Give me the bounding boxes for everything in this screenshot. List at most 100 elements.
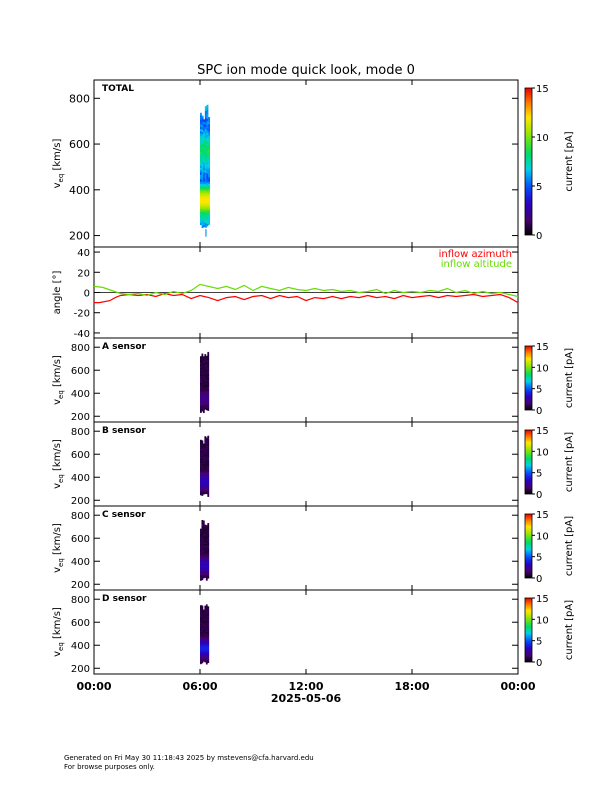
panel-a-heatmap-cell: [200, 383, 202, 386]
panel-b-heatmap-cell: [207, 446, 210, 448]
panel-c-heatmap-cell: [204, 524, 207, 527]
panel-total-heatmap-cell: [204, 163, 207, 166]
panel-d-heatmap-cell: [205, 652, 208, 655]
panel-total-heatmap-cell: [203, 194, 206, 198]
panel-c-heatmap-cell: [205, 566, 208, 569]
panel-total-heatmap-cell: [208, 135, 211, 139]
panel-total-heatmap-cell: [206, 223, 209, 227]
panel-a-heatmap-cell: [204, 356, 207, 358]
panel-a-heatmap-cell: [200, 391, 202, 394]
panel-total-heatmap-cell: [206, 125, 209, 128]
panel-a-heatmap-cell: [205, 407, 208, 410]
panel-b-heatmap-cell: [207, 492, 210, 494]
panel-d-heatmap-cell: [207, 660, 210, 662]
panel-a-heatmap-cell: [200, 390, 202, 393]
panel-a-heatmap-cell: [202, 401, 205, 403]
panel-a-heatmap-cell: [202, 385, 205, 387]
panel-total-heatmap-cell: [204, 195, 207, 198]
panel-total-heatmap-cell: [206, 145, 209, 149]
panel-a-heatmap-cell: [201, 363, 204, 366]
panel-total-heatmap-cell: [203, 171, 206, 175]
panel-b-heatmap-cell: [204, 478, 207, 481]
panel-a-heatmap-cell: [201, 375, 204, 377]
panel-c-heatmap-cell: [202, 557, 205, 559]
panel-b-heatmap-cell: [201, 468, 204, 470]
panel-a-heatmap-cell: [207, 363, 210, 365]
panel-c-heatmap-cell: [205, 544, 208, 547]
panel-a-heatmap-cell: [201, 353, 204, 355]
panel-total-heatmap-cell: [204, 174, 207, 178]
panel-a-heatmap-cell: [200, 366, 202, 369]
panel-a-heatmap-cell: [200, 382, 202, 385]
panel-total-heatmap-cell: [203, 149, 206, 152]
panel-total-heatmap-cell: [203, 224, 206, 228]
panel-total-heatmap-cell: [204, 215, 207, 219]
panel-d-heatmap-cell: [200, 615, 202, 618]
panel-d-heatmap-cell: [201, 618, 204, 620]
panel-a-heatmap-cell: [200, 403, 202, 405]
panel-a-heatmap-cell: [205, 358, 208, 360]
angle-series-azimuth-line: [94, 292, 519, 304]
panel-d-ytick-label: 600: [71, 618, 90, 629]
panel-a-heatmap-cell: [204, 363, 207, 365]
panel-c-heatmap-cell: [200, 549, 202, 551]
panel-a-heatmap-cell: [201, 389, 204, 391]
panel-a-heatmap-cell: [202, 379, 205, 381]
panel-total-heatmap-cell: [208, 174, 211, 177]
panel-d-heatmap-cell: [205, 654, 208, 657]
panel-d-heatmap-cell: [200, 607, 202, 609]
panel-c-heatmap-cell: [200, 573, 202, 575]
panel-b-heatmap-cell: [202, 452, 205, 455]
panel-d-heatmap-cell: [205, 622, 208, 625]
panel-total-heatmap-cell: [201, 214, 204, 217]
panel-c-heatmap-cell: [207, 574, 210, 577]
panel-c-heatmap-cell: [204, 552, 207, 554]
panel-b-heatmap-cell: [207, 479, 210, 481]
panel-total-heatmap-cell: [206, 196, 209, 199]
panel-a-heatmap-cell: [202, 381, 205, 384]
panel-b-heatmap-cell: [205, 467, 208, 469]
panel-d-heatmap-cell: [204, 617, 207, 619]
panel-angle-ytick-label: -40: [74, 329, 90, 340]
panel-c-heatmap-cell: [207, 546, 210, 548]
panel-c-heatmap-cell: [200, 559, 202, 562]
panel-b-heatmap-cell: [204, 445, 207, 447]
panel-d-heatmap-cell: [207, 629, 210, 631]
panel-c-heatmap-cell: [207, 523, 210, 525]
panel-b-heatmap-cell: [207, 451, 210, 454]
panel-b-heatmap-cell: [204, 470, 207, 473]
panel-total-heatmap-cell: [203, 181, 206, 184]
panel-a-heatmap-cell: [204, 404, 207, 407]
panel-b-heatmap-cell: [205, 438, 208, 441]
panel-b-heatmap-cell: [204, 485, 207, 488]
panel-a-heatmap-cell: [204, 398, 207, 401]
panel-b-heatmap-cell: [201, 492, 204, 494]
panel-total-heatmap-cell: [204, 147, 207, 150]
panel-c-heatmap-cell: [201, 572, 204, 575]
panel-b-heatmap-cell: [200, 460, 202, 462]
panel-a-heatmap-cell: [200, 376, 202, 379]
panel-b-heatmap-cell: [204, 436, 207, 438]
panel-b-heatmap-cell: [205, 453, 208, 455]
panel-c-ylabel-main: v: [52, 567, 63, 573]
panel-d-heatmap-cell: [200, 645, 202, 647]
panel-total-heatmap-cell: [200, 179, 202, 182]
panel-a-heatmap-cell: [205, 368, 208, 371]
panel-b-heatmap-cell: [200, 453, 202, 456]
panel-b-heatmap-cell: [207, 443, 210, 446]
panel-b-heatmap-cell: [207, 494, 210, 496]
panel-d-heatmap-cell: [204, 639, 207, 641]
panel-c-heatmap-cell: [204, 571, 207, 574]
panel-d-heatmap-cell: [205, 610, 208, 612]
panel-total-heatmap-cell: [203, 183, 206, 187]
panel-angle-ytick-label: 20: [77, 268, 90, 279]
panel-c-heatmap-cell: [205, 571, 208, 573]
panel-d-heatmap-cell: [201, 633, 204, 635]
panel-a-heatmap-cell: [202, 394, 205, 396]
panel-total-heatmap-cell: [204, 110, 207, 114]
panel-c-heatmap-cell: [200, 555, 202, 557]
panel-d-colorbar-tick-label: 0: [536, 658, 542, 669]
panel-d-heatmap-cell: [207, 616, 210, 619]
panel-d-heatmap-cell: [202, 631, 205, 633]
panel-c-heatmap-cell: [200, 543, 202, 546]
